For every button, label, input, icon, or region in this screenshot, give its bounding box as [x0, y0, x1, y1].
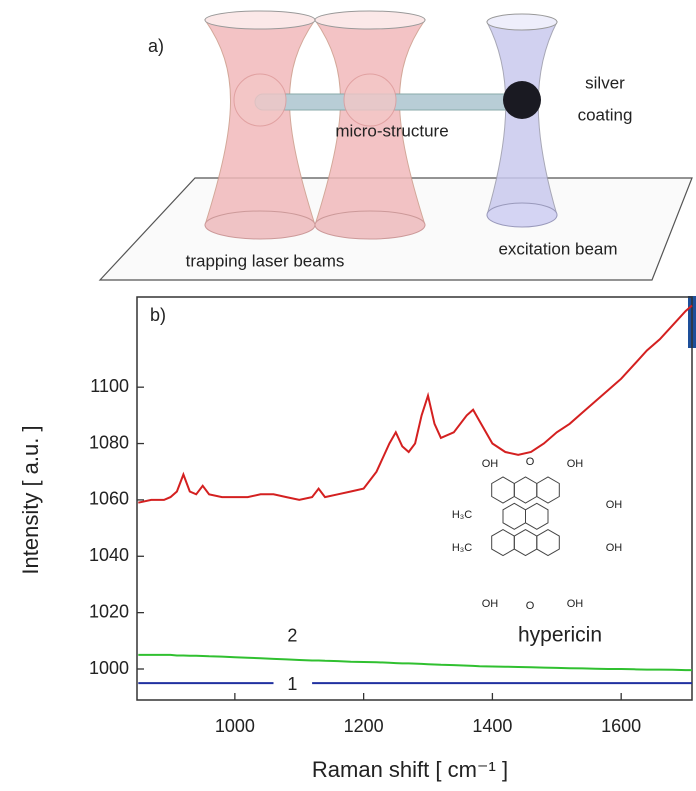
x-tick-label: 1200: [344, 716, 384, 736]
annotation: silver: [585, 73, 625, 92]
atom-label: OH: [606, 542, 623, 554]
y-tick-label: 1020: [89, 601, 129, 621]
x-tick-label: 1600: [601, 716, 641, 736]
series-label: 2: [287, 626, 297, 646]
figure: a) silver coating micro-structure trappi…: [0, 0, 696, 791]
atom-label: H₃C: [452, 509, 472, 521]
x-tick-label: 1400: [472, 716, 512, 736]
series-label: 1: [287, 674, 297, 694]
atom-label: OH: [482, 458, 499, 470]
x-axis-label: Raman shift [ cm⁻¹ ]: [312, 757, 508, 782]
atom-label: O: [526, 456, 535, 468]
compound-name: hypericin: [518, 624, 602, 647]
silver-sphere: [503, 81, 541, 119]
atom-label: OH: [567, 458, 584, 470]
y-tick-label: 1080: [89, 432, 129, 452]
atom-label: OH: [567, 598, 584, 610]
annotation: micro-structure: [335, 121, 448, 140]
annotation: excitation beam: [498, 239, 617, 258]
panel-label: b): [150, 305, 166, 325]
x-tick-label: 1000: [215, 716, 255, 736]
atom-label: H₃C: [452, 542, 472, 554]
sphere: [234, 74, 286, 126]
atom-label: OH: [482, 598, 499, 610]
panel-label: a): [148, 36, 164, 56]
sphere: [344, 74, 396, 126]
y-axis-label: Intensity [ a.u. ]: [18, 425, 43, 574]
annotation: coating: [578, 105, 633, 124]
y-tick-label: 1000: [89, 658, 129, 678]
annotation: trapping laser beams: [186, 251, 345, 270]
atom-label: OH: [606, 499, 623, 511]
y-tick-label: 1100: [90, 376, 129, 396]
y-tick-label: 1040: [89, 545, 129, 565]
atom-label: O: [526, 600, 535, 612]
y-tick-label: 1060: [89, 489, 129, 509]
